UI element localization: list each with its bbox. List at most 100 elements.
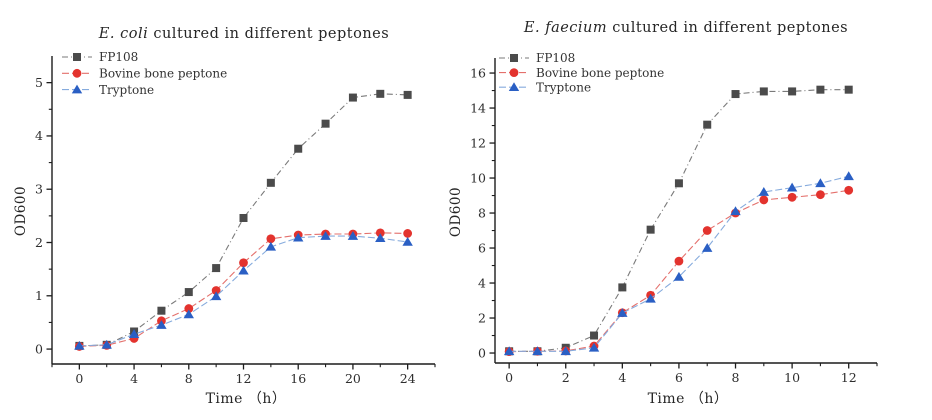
legend-square-icon: [73, 53, 81, 61]
x-tick-label: 6: [675, 370, 683, 385]
data-point-marker: [265, 241, 277, 251]
data-point-marker: [348, 93, 357, 102]
data-point-marker: [266, 178, 275, 187]
data-point-marker: [673, 271, 685, 281]
data-point-marker: [674, 256, 684, 266]
axes: [494, 58, 877, 364]
title-species-ecoli: E. coli: [98, 26, 149, 42]
data-point-marker: [844, 185, 854, 195]
legend-circle-icon: [509, 68, 519, 77]
data-point-marker: [403, 90, 412, 99]
chart-title-ecoli: E. coli cultured in different peptones: [99, 26, 389, 42]
series-tryptone: [74, 231, 413, 350]
data-point-marker: [532, 346, 543, 356]
data-point-marker: [503, 346, 515, 356]
data-point-marker: [184, 288, 193, 297]
x-tick-label: 12: [236, 371, 252, 386]
series-tryptone: [503, 171, 854, 356]
data-point-marker: [156, 320, 167, 329]
x-tick-label: 8: [732, 370, 740, 385]
data-point-marker: [759, 87, 768, 96]
data-point-marker: [101, 339, 112, 349]
y-tick-label: 14: [470, 100, 486, 115]
series-fp108: [505, 85, 853, 356]
data-point-marker: [588, 342, 600, 352]
x-tick-label: 16: [290, 371, 306, 386]
series-bovine-bone-peptone: [74, 228, 413, 351]
data-point-marker: [212, 264, 221, 273]
data-point-marker: [239, 213, 248, 222]
data-point-marker: [375, 233, 386, 243]
y-tick-label: 8: [478, 205, 486, 220]
data-point-marker: [788, 87, 797, 96]
data-point-marker: [239, 258, 248, 268]
y-tick-label: 4: [35, 128, 43, 143]
data-point-marker: [293, 232, 304, 242]
x-tick-label: 8: [185, 371, 193, 386]
data-point-marker: [844, 85, 853, 94]
data-point-marker: [183, 309, 194, 319]
data-point-marker: [843, 171, 854, 181]
data-point-marker: [758, 187, 770, 196]
data-point-marker: [238, 265, 249, 275]
data-point-marker: [321, 119, 330, 128]
x-tick-label: 12: [841, 370, 857, 385]
y-tick-label: 0: [35, 341, 43, 356]
series-line: [509, 189, 849, 353]
data-point-marker: [184, 304, 194, 313]
data-point-marker: [210, 291, 222, 301]
data-point-marker: [590, 331, 599, 340]
data-point-marker: [128, 329, 140, 338]
legend-square-icon: [510, 54, 518, 62]
legend-label: Bovine bone peptone: [536, 66, 664, 80]
x-tick-label: 20: [345, 371, 361, 386]
data-point-marker: [403, 229, 413, 238]
data-point-marker: [320, 231, 331, 240]
y-tick-label: 2: [478, 310, 486, 325]
x-tick-label: 0: [75, 371, 83, 386]
data-point-marker: [815, 178, 826, 188]
y-tick-label: 4: [478, 275, 486, 290]
series-bovine-bone-peptone: [504, 185, 854, 357]
series-line: [509, 89, 849, 352]
data-point-marker: [618, 283, 627, 292]
data-point-marker: [816, 190, 825, 200]
data-point-marker: [645, 293, 656, 303]
data-point-marker: [674, 179, 683, 188]
data-point-marker: [74, 340, 85, 350]
data-point-marker: [294, 144, 303, 153]
data-point-marker: [157, 306, 166, 315]
y-tick-label: 2: [35, 235, 43, 250]
data-point-marker: [646, 225, 655, 234]
chart-title-efaecium: E. faecium cultured in different peptone…: [524, 20, 848, 36]
series-line: [79, 235, 408, 347]
x-axis-label-efaecium: Time （h）: [647, 391, 729, 407]
y-tick-label: 10: [470, 170, 486, 185]
data-point-marker: [759, 195, 769, 205]
x-tick-label: 0: [505, 370, 513, 385]
series-line: [79, 232, 408, 347]
data-point-marker: [347, 231, 359, 240]
series-fp108: [75, 89, 412, 350]
data-point-marker: [375, 228, 385, 238]
y-tick-label: 6: [478, 240, 486, 255]
x-axis-label-ecoli: Time （h）: [205, 391, 287, 407]
x-tick-label: 4: [130, 371, 138, 386]
data-point-marker: [787, 192, 797, 202]
axes: [51, 56, 435, 365]
data-point-marker: [376, 89, 385, 98]
data-point-marker: [786, 182, 798, 192]
legend-label: Tryptone: [536, 80, 591, 94]
x-tick-label: 2: [562, 370, 570, 385]
x-tick-label: 4: [618, 370, 626, 385]
data-point-marker: [617, 308, 628, 317]
legend-triangle-icon: [71, 84, 83, 94]
data-point-marker: [730, 206, 741, 216]
legend-label: Tryptone: [99, 83, 154, 97]
legend-triangle-icon: [508, 82, 520, 91]
y-tick-label: 3: [35, 182, 43, 197]
